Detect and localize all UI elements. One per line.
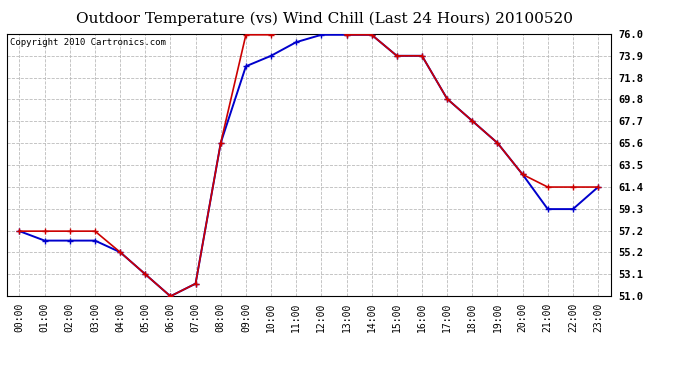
Text: Copyright 2010 Cartronics.com: Copyright 2010 Cartronics.com — [10, 38, 166, 47]
Text: Outdoor Temperature (vs) Wind Chill (Last 24 Hours) 20100520: Outdoor Temperature (vs) Wind Chill (Las… — [76, 11, 573, 26]
